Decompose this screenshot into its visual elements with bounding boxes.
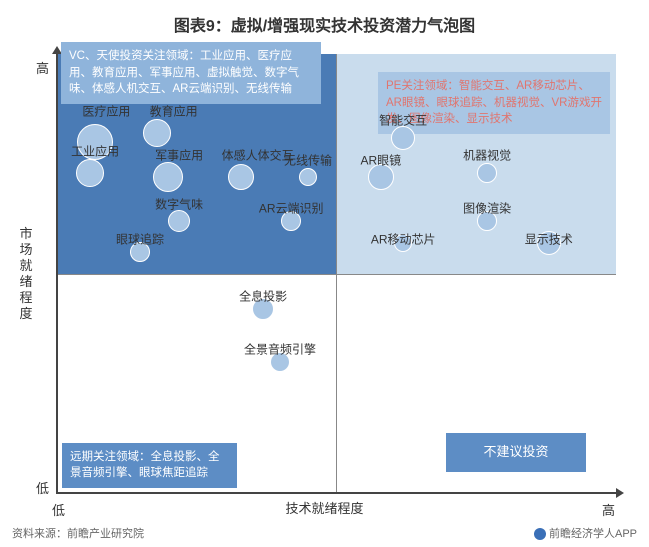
bubble-label: 智能交互 (379, 112, 427, 129)
bubble (299, 168, 317, 186)
bubble-label: AR云端识别 (259, 200, 324, 217)
bubble-label: 教育应用 (150, 103, 198, 120)
y-axis-label: 市场就绪程度 (18, 226, 34, 322)
source-text: 资料来源：前瞻产业研究院 (12, 525, 144, 541)
bubble-label: 数字气味 (155, 195, 203, 212)
credit-icon (534, 528, 546, 540)
bubble-label: AR移动芯片 (371, 230, 436, 247)
credit-label: 前瞻经济学人APP (549, 528, 637, 540)
x-tick-high: 高 (602, 500, 615, 519)
bubble-label: AR眼镜 (360, 151, 401, 168)
midline-horizontal (56, 274, 616, 275)
bubble-label: 显示技术 (525, 230, 573, 247)
annotation-longterm: 远期关注领域：全息投影、全景音频引擎、眼球焦距追踪 (62, 443, 237, 488)
bubble (168, 210, 190, 232)
bubble (143, 119, 171, 147)
bubble (228, 164, 254, 190)
x-axis-label: 技术就绪程度 (285, 498, 363, 517)
bubble-label: 全景音频引擎 (244, 340, 316, 357)
bubble (391, 126, 415, 150)
y-axis (56, 54, 58, 494)
bubble-label: 体感人体交互 (222, 147, 294, 164)
bubble-chart: VC、天使投资关注领域：工业应用、医疗应用、教育应用、军事应用、虚拟触觉、数字气… (56, 54, 616, 494)
bubble-label: 军事应用 (155, 147, 203, 164)
x-axis (56, 492, 616, 494)
y-tick-high: 高 (36, 58, 49, 77)
bubble-label: 医疗应用 (82, 103, 130, 120)
bubble-label: 无线传输 (284, 151, 332, 168)
y-tick-low: 低 (36, 478, 49, 497)
bubble-label: 全息投影 (239, 288, 287, 305)
bubble (76, 159, 104, 187)
bubble-label: 机器视觉 (463, 147, 511, 164)
x-tick-low: 低 (52, 500, 65, 519)
credit-text: 前瞻经济学人APP (534, 525, 637, 541)
annotation-vc: VC、天使投资关注领域：工业应用、医疗应用、教育应用、军事应用、虚拟触觉、数字气… (61, 42, 321, 104)
bubble (153, 162, 183, 192)
plot-area: VC、天使投资关注领域：工业应用、医疗应用、教育应用、军事应用、虚拟触觉、数字气… (56, 54, 616, 494)
bubble (477, 163, 497, 183)
bubble-label: 图像渲染 (463, 200, 511, 217)
bubble-label: 眼球追踪 (116, 230, 164, 247)
annotation-no-invest: 不建议投资 (446, 433, 586, 472)
bubble-label: 工业应用 (71, 142, 119, 159)
chart-title: 图表9：虚拟/增强现实技术投资潜力气泡图 (0, 0, 649, 44)
